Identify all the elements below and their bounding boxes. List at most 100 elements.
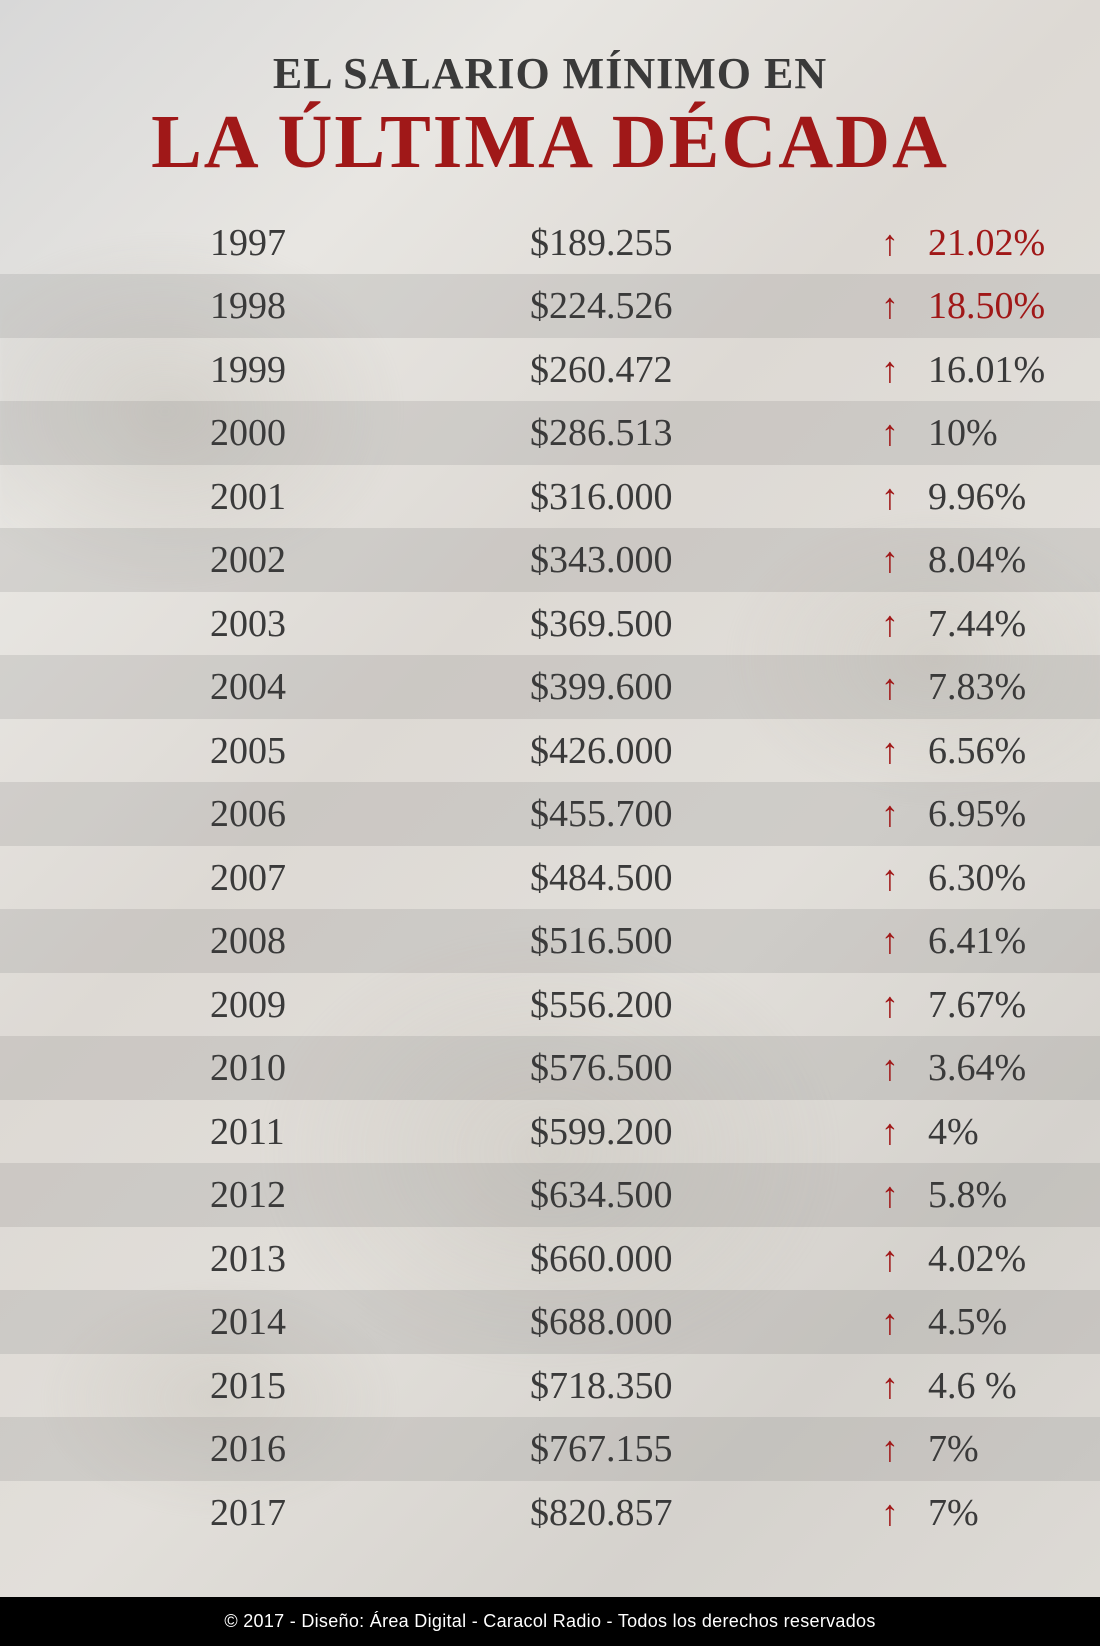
salary-table: 1997$189.255↑21.02%1998$224.526↑18.50%19…: [0, 211, 1100, 1597]
cell-pct: 4.6 %: [920, 1364, 1100, 1408]
arrow-up-icon: ↑: [860, 1301, 920, 1343]
title-line-1: EL SALARIO MÍNIMO EN: [0, 48, 1100, 99]
cell-pct: 18.50%: [920, 284, 1100, 328]
arrow-up-icon: ↑: [860, 1111, 920, 1153]
table-row: 1997$189.255↑21.02%: [0, 211, 1100, 275]
table-row: 2006$455.700↑6.95%: [0, 782, 1100, 846]
cell-year: 2011: [210, 1110, 530, 1154]
infographic-container: EL SALARIO MÍNIMO EN LA ÚLTIMA DÉCADA 19…: [0, 0, 1100, 1646]
table-row: 2005$426.000↑6.56%: [0, 719, 1100, 783]
arrow-up-icon: ↑: [860, 1428, 920, 1470]
cell-year: 2004: [210, 665, 530, 709]
cell-year: 2000: [210, 411, 530, 455]
arrow-up-icon: ↑: [860, 285, 920, 327]
cell-amount: $260.472: [530, 348, 860, 392]
arrow-up-icon: ↑: [860, 1492, 920, 1534]
cell-year: 1999: [210, 348, 530, 392]
cell-pct: 4%: [920, 1110, 1100, 1154]
cell-amount: $599.200: [530, 1110, 860, 1154]
cell-amount: $556.200: [530, 983, 860, 1027]
cell-year: 2013: [210, 1237, 530, 1281]
table-row: 2009$556.200↑7.67%: [0, 973, 1100, 1037]
cell-year: 2007: [210, 856, 530, 900]
arrow-up-icon: ↑: [860, 222, 920, 264]
cell-amount: $484.500: [530, 856, 860, 900]
cell-amount: $189.255: [530, 221, 860, 265]
table-row: 2012$634.500↑5.8%: [0, 1163, 1100, 1227]
arrow-up-icon: ↑: [860, 857, 920, 899]
cell-amount: $316.000: [530, 475, 860, 519]
table-row: 2013$660.000↑4.02%: [0, 1227, 1100, 1291]
arrow-up-icon: ↑: [860, 603, 920, 645]
table-row: 1998$224.526↑18.50%: [0, 274, 1100, 338]
cell-pct: 5.8%: [920, 1173, 1100, 1217]
title-line-2: LA ÚLTIMA DÉCADA: [0, 103, 1100, 183]
table-row: 2011$599.200↑4%: [0, 1100, 1100, 1164]
cell-pct: 21.02%: [920, 221, 1100, 265]
cell-year: 2012: [210, 1173, 530, 1217]
footer-credits: © 2017 - Diseño: Área Digital - Caracol …: [0, 1597, 1100, 1646]
cell-pct: 16.01%: [920, 348, 1100, 392]
cell-pct: 3.64%: [920, 1046, 1100, 1090]
cell-pct: 6.56%: [920, 729, 1100, 773]
cell-year: 2009: [210, 983, 530, 1027]
cell-year: 2010: [210, 1046, 530, 1090]
cell-pct: 6.95%: [920, 792, 1100, 836]
cell-year: 2006: [210, 792, 530, 836]
cell-amount: $634.500: [530, 1173, 860, 1217]
table-row: 2017$820.857↑7%: [0, 1481, 1100, 1545]
cell-pct: 6.41%: [920, 919, 1100, 963]
cell-year: 2016: [210, 1427, 530, 1471]
arrow-up-icon: ↑: [860, 666, 920, 708]
cell-year: 2005: [210, 729, 530, 773]
arrow-up-icon: ↑: [860, 1174, 920, 1216]
cell-year: 2002: [210, 538, 530, 582]
table-row: 2000$286.513↑10%: [0, 401, 1100, 465]
cell-pct: 9.96%: [920, 475, 1100, 519]
cell-pct: 4.5%: [920, 1300, 1100, 1344]
table-row: 2002$343.000↑8.04%: [0, 528, 1100, 592]
cell-amount: $516.500: [530, 919, 860, 963]
cell-year: 2001: [210, 475, 530, 519]
cell-pct: 7.83%: [920, 665, 1100, 709]
cell-year: 2015: [210, 1364, 530, 1408]
table-row: 2007$484.500↑6.30%: [0, 846, 1100, 910]
table-row: 2015$718.350↑4.6 %: [0, 1354, 1100, 1418]
cell-amount: $576.500: [530, 1046, 860, 1090]
arrow-up-icon: ↑: [860, 349, 920, 391]
cell-year: 2003: [210, 602, 530, 646]
cell-amount: $369.500: [530, 602, 860, 646]
cell-year: 1997: [210, 221, 530, 265]
cell-amount: $426.000: [530, 729, 860, 773]
cell-amount: $399.600: [530, 665, 860, 709]
cell-amount: $820.857: [530, 1491, 860, 1535]
cell-year: 2017: [210, 1491, 530, 1535]
arrow-up-icon: ↑: [860, 1047, 920, 1089]
arrow-up-icon: ↑: [860, 793, 920, 835]
cell-pct: 4.02%: [920, 1237, 1100, 1281]
table-row: 2003$369.500↑7.44%: [0, 592, 1100, 656]
arrow-up-icon: ↑: [860, 539, 920, 581]
table-row: 2016$767.155↑7%: [0, 1417, 1100, 1481]
cell-pct: 10%: [920, 411, 1100, 455]
cell-year: 1998: [210, 284, 530, 328]
table-row: 2004$399.600↑7.83%: [0, 655, 1100, 719]
arrow-up-icon: ↑: [860, 1365, 920, 1407]
table-row: 1999$260.472↑16.01%: [0, 338, 1100, 402]
arrow-up-icon: ↑: [860, 984, 920, 1026]
cell-pct: 7%: [920, 1427, 1100, 1471]
table-row: 2008$516.500↑6.41%: [0, 909, 1100, 973]
cell-pct: 7%: [920, 1491, 1100, 1535]
table-row: 2010$576.500↑3.64%: [0, 1036, 1100, 1100]
cell-year: 2014: [210, 1300, 530, 1344]
cell-amount: $455.700: [530, 792, 860, 836]
arrow-up-icon: ↑: [860, 476, 920, 518]
table-row: 2014$688.000↑4.5%: [0, 1290, 1100, 1354]
header: EL SALARIO MÍNIMO EN LA ÚLTIMA DÉCADA: [0, 0, 1100, 211]
cell-pct: 8.04%: [920, 538, 1100, 582]
arrow-up-icon: ↑: [860, 1238, 920, 1280]
cell-pct: 7.67%: [920, 983, 1100, 1027]
cell-pct: 7.44%: [920, 602, 1100, 646]
cell-pct: 6.30%: [920, 856, 1100, 900]
cell-amount: $660.000: [530, 1237, 860, 1281]
